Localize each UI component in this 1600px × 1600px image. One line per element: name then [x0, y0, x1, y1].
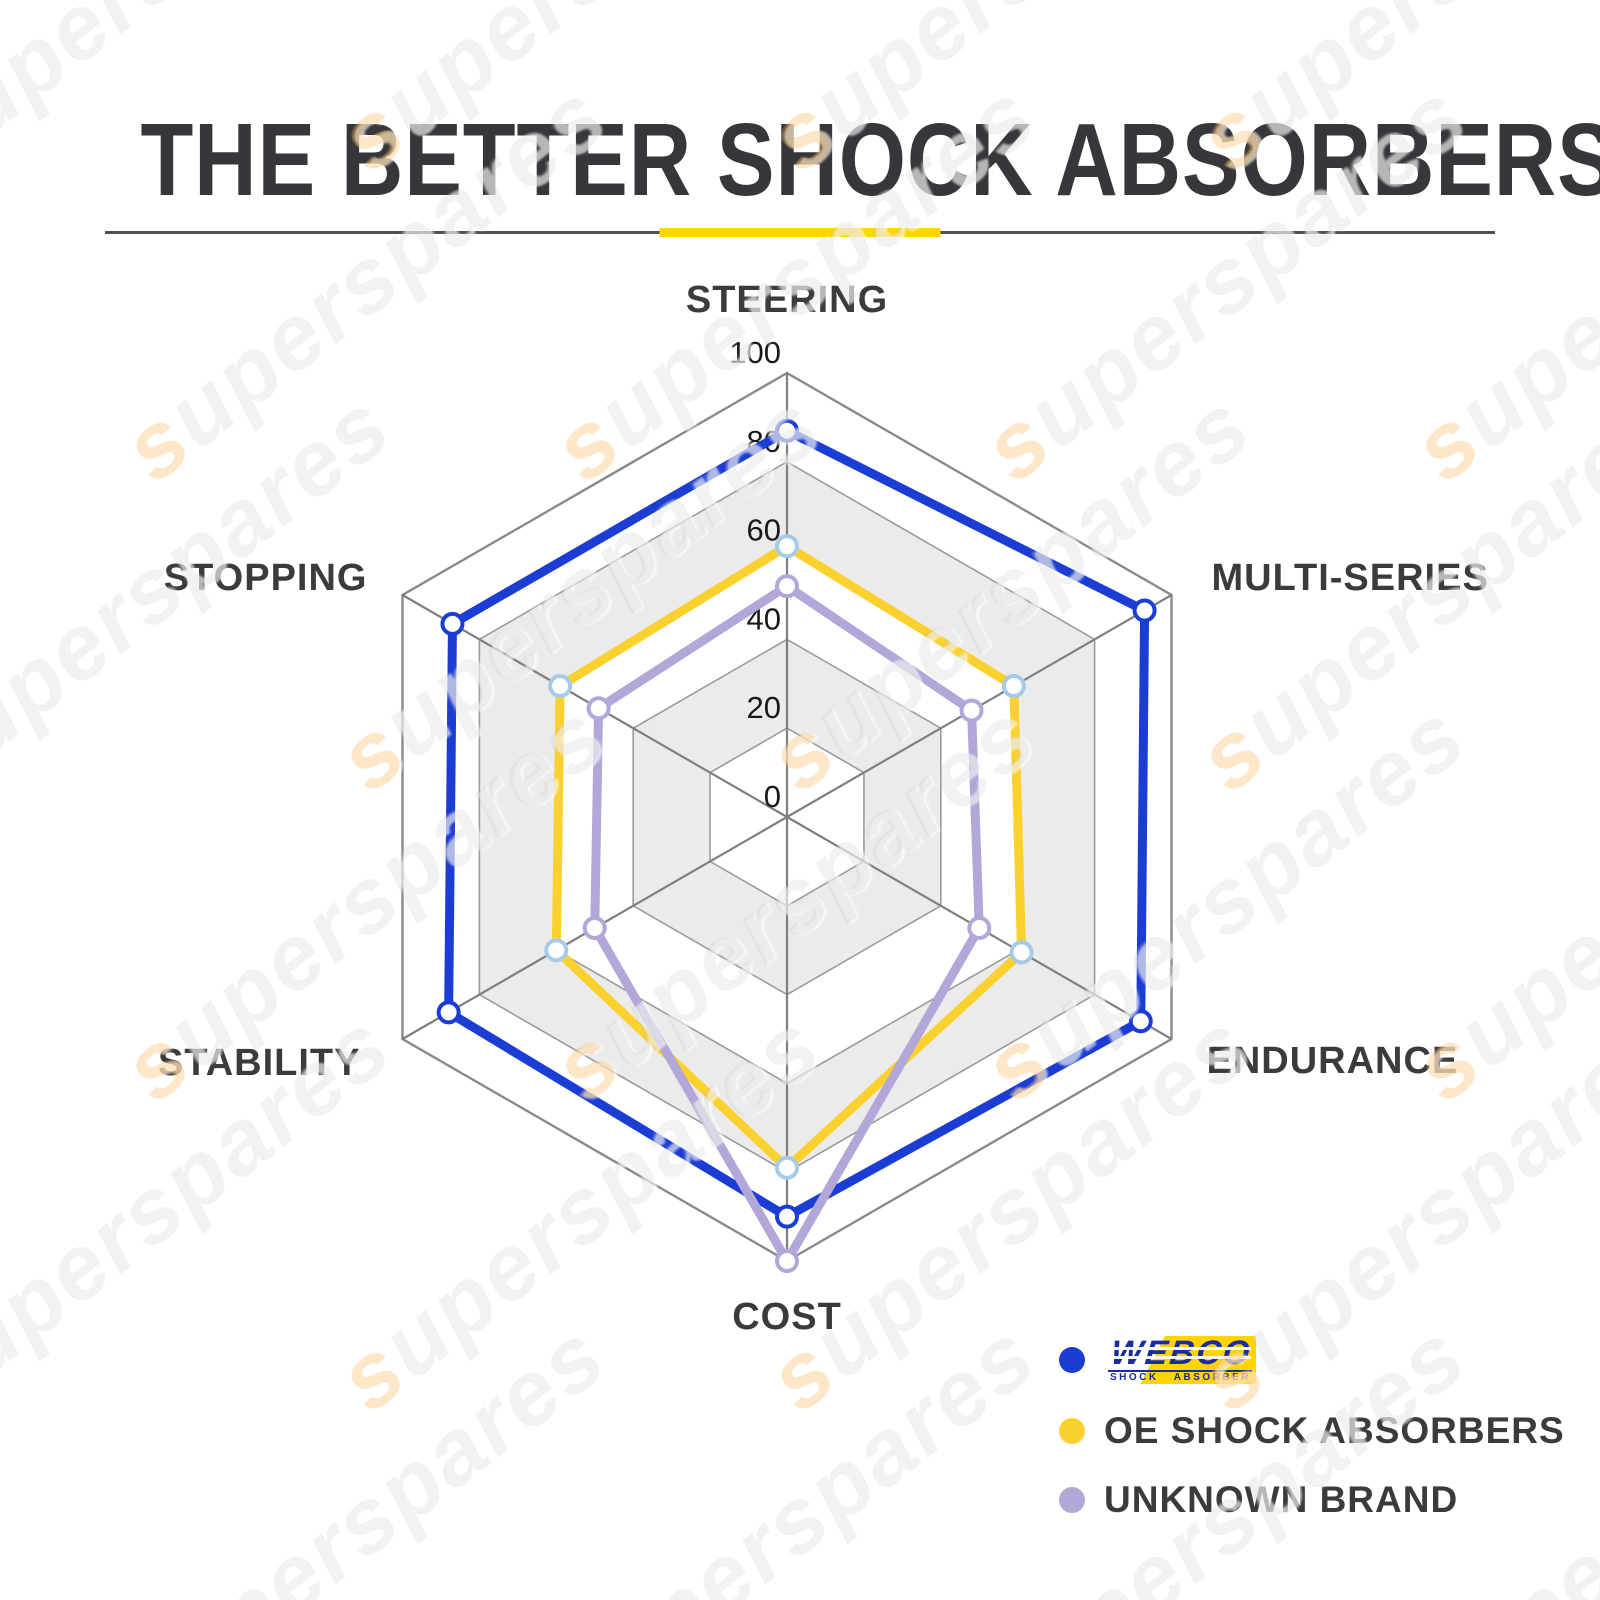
series-marker-unknown-brand-multi-series — [959, 698, 984, 723]
series-marker-webco-steering — [775, 418, 799, 443]
legend-item-webco: WEBCO SHOCK ABSORBER — [1059, 1336, 1256, 1384]
axis-label-stopping: STOPPING — [164, 557, 368, 599]
radar-tick-label-100: 100 — [729, 335, 781, 370]
radar-tick-label-60: 60 — [747, 513, 781, 548]
axis-label-endurance: ENDURANCE — [1207, 1040, 1459, 1082]
legend-item-oe: OE SHOCK ABSORBERS — [1059, 1410, 1565, 1452]
series-marker-oe-shock-absorbers-multi-series — [1001, 674, 1026, 699]
page-title-text: THE BETTER SHOCK ABSORBERS — [140, 102, 1600, 217]
legend-marker-oe — [1059, 1418, 1085, 1444]
series-marker-webco-multi-series — [1132, 598, 1157, 623]
series-marker-webco-stopping — [440, 611, 465, 636]
series-marker-webco-stability — [436, 1000, 461, 1025]
webco-logo: WEBCO SHOCK ABSORBER — [1104, 1336, 1256, 1384]
series-marker-oe-shock-absorbers-cost — [775, 1155, 799, 1180]
series-marker-unknown-brand-stability — [582, 916, 607, 940]
page-title: THE BETTER SHOCK ABSORBERS — [0, 108, 1600, 211]
axis-label-steering: STEERING — [686, 279, 888, 321]
axis-label-cost: COST — [732, 1296, 842, 1338]
series-marker-unknown-brand-endurance — [967, 916, 992, 940]
axis-label-stability: STABILITY — [158, 1042, 361, 1084]
series-marker-oe-shock-absorbers-steering — [775, 534, 799, 559]
series-marker-unknown-brand-cost — [775, 1249, 799, 1273]
series-marker-oe-shock-absorbers-stopping — [548, 674, 573, 699]
title-divider — [105, 228, 1495, 237]
series-marker-unknown-brand-steering — [775, 574, 799, 599]
axis-label-multi-series: MULTI-SERIES — [1212, 557, 1489, 599]
radar-tick-label-20: 20 — [747, 690, 781, 725]
legend-marker-webco — [1059, 1347, 1085, 1373]
legend-label-oe: OE SHOCK ABSORBERS — [1104, 1410, 1565, 1451]
title-divider-accent — [659, 228, 941, 237]
series-marker-unknown-brand-stopping — [586, 696, 611, 721]
webco-logo-stripe — [1109, 1356, 1251, 1359]
legend-marker-unknown — [1059, 1487, 1085, 1513]
webco-logo-brand: WEBCO — [1109, 1336, 1254, 1372]
webco-logo-rule — [1108, 1370, 1252, 1372]
legend-item-unknown: UNKNOWN BRAND — [1059, 1479, 1458, 1521]
series-marker-oe-shock-absorbers-stability — [544, 938, 569, 963]
webco-logo-stripe — [1109, 1347, 1251, 1350]
radar-tick-label-0: 0 — [764, 779, 781, 814]
series-marker-oe-shock-absorbers-endurance — [1009, 940, 1034, 965]
series-marker-webco-endurance — [1128, 1009, 1153, 1034]
webco-logo-subtitle: SHOCK ABSORBER — [1110, 1372, 1251, 1383]
legend-label-unknown: UNKNOWN BRAND — [1104, 1479, 1459, 1520]
series-marker-webco-cost — [775, 1204, 799, 1229]
webco-logo-sub-right: ABSORBER — [1173, 1372, 1251, 1383]
webco-logo-sub-left: SHOCK — [1110, 1372, 1159, 1383]
